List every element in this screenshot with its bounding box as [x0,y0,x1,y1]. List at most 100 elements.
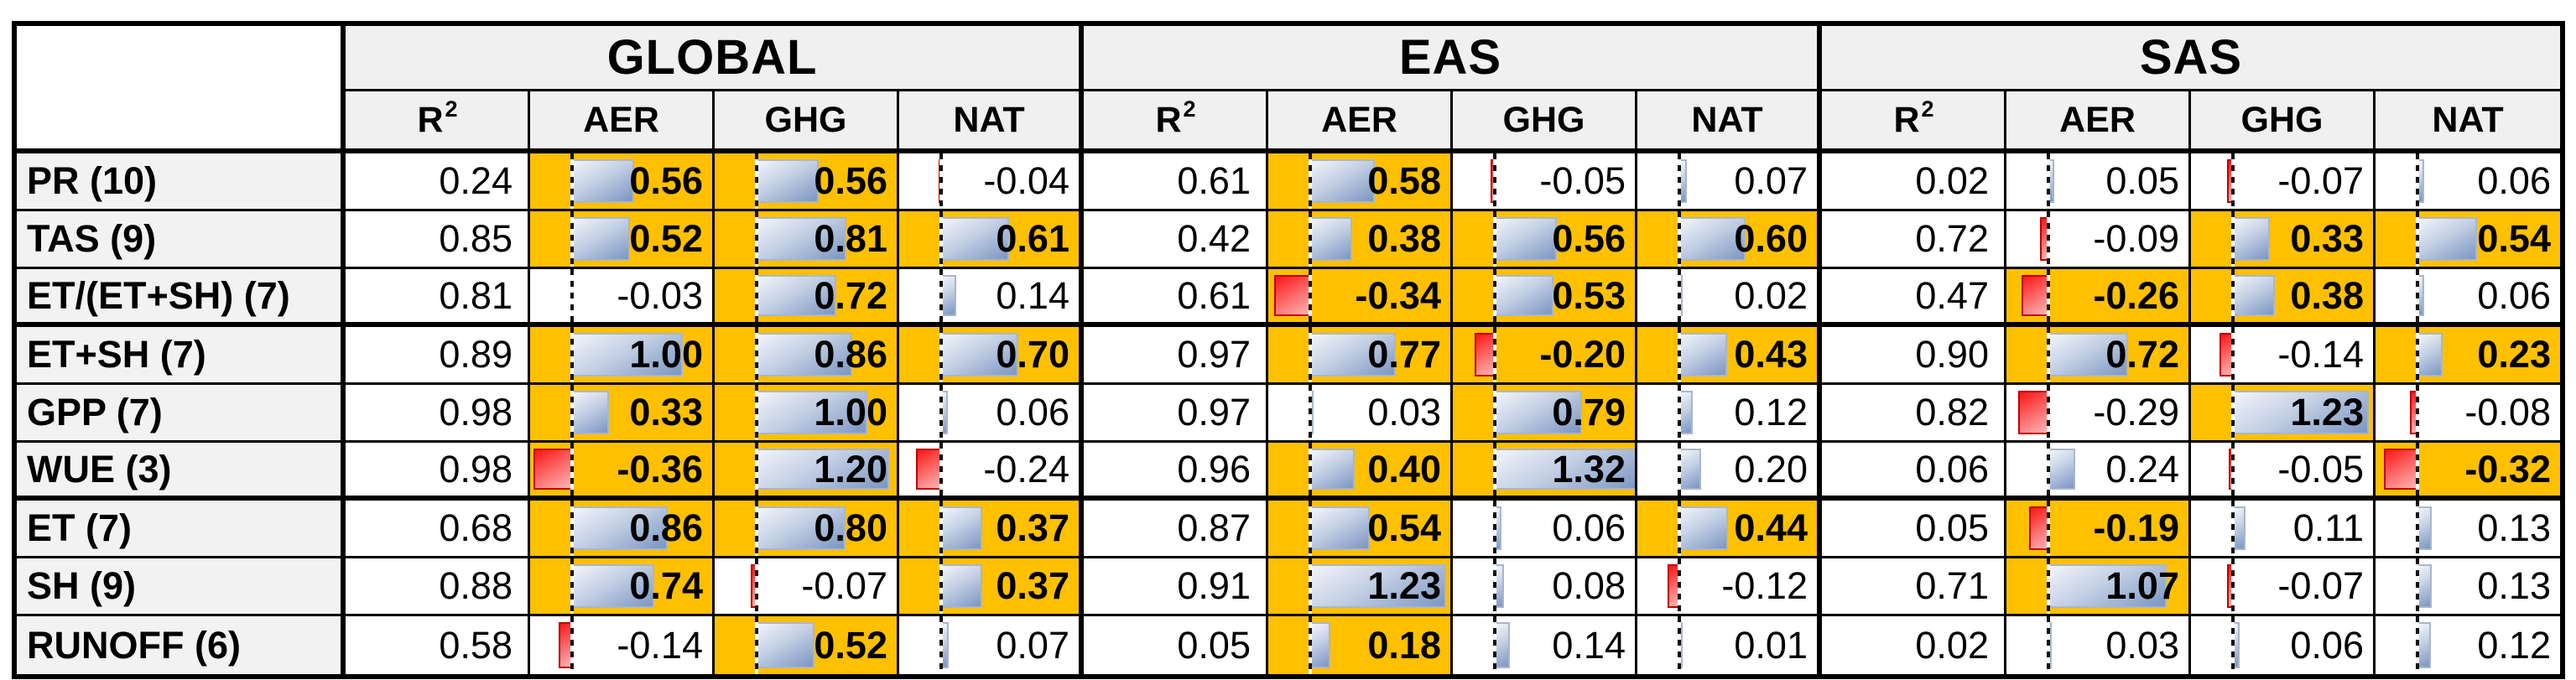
data-bar-positive [2233,391,2369,434]
region-header-sas: SAS [1822,26,2560,91]
cell-value: 0.06 [2477,273,2551,317]
row-label-cell: SH (9) [17,558,346,616]
cell-value: 0.70 [996,333,1069,376]
col-header-label: AER [2059,99,2136,140]
factor-cell: -0.24 [899,443,1084,501]
row-label: WUE (3) [27,447,172,491]
data-bar-positive [572,506,668,550]
zero-axis-line [1309,558,1312,614]
r2-value: 0.72 [1915,217,1989,260]
factor-cell: 0.20 [1637,443,1822,501]
r2-cell: 0.47 [1822,269,2006,327]
zero-axis-line [1678,153,1681,209]
data-bar-positive [757,275,836,316]
r2-cell: 0.87 [1084,501,1268,558]
zero-axis-line [2231,327,2235,382]
data-bar-positive [1679,449,1701,490]
cell-value: -0.19 [2093,506,2179,549]
cell-value: -0.09 [2093,217,2179,260]
zero-axis-line [1493,211,1496,267]
zero-axis-line [755,269,758,322]
factor-cell: -0.12 [1637,558,1822,616]
factor-cell: -0.07 [2191,558,2376,616]
zero-axis-line [2416,616,2419,674]
zero-axis-line [2231,443,2235,496]
zero-axis-line [1309,269,1312,322]
zero-axis-line [2047,153,2050,209]
factor-cell: 0.79 [1453,385,1637,443]
zero-axis-line [570,327,574,382]
data-bar-negative [2022,275,2050,316]
r2-value: 0.61 [1177,273,1251,317]
zero-axis-line [2231,558,2235,614]
cell-value: 0.79 [1552,391,1626,433]
r2-cell: 0.85 [346,211,530,269]
zero-axis-line [2231,385,2235,440]
zero-axis-line [2416,327,2419,382]
zero-axis-line [755,616,758,674]
factor-cell: -0.20 [1453,327,1637,385]
factor-cell: 0.12 [2376,616,2560,674]
cell-value: 0.52 [629,217,703,260]
cell-value: 0.44 [1734,506,1808,549]
r2-cell: 0.82 [1822,385,2006,443]
data-bar-positive [1679,506,1728,550]
factor-cell: 0.37 [899,558,1084,616]
zero-axis-line [1309,501,1312,556]
cell-value: 0.06 [2477,159,2551,202]
cell-value: 0.06 [2290,623,2364,667]
r2-value: 0.87 [1177,506,1251,549]
row-label-cell: ET/(ET+SH) (7) [17,269,346,327]
data-bar-positive [2233,506,2246,550]
zero-axis-line [1493,385,1496,440]
r2-value: 0.24 [439,159,513,202]
factor-cell: 0.06 [899,385,1084,443]
cell-value: 0.37 [996,506,1069,549]
cell-value: -0.29 [2093,391,2179,433]
r2-value: 0.81 [439,273,513,317]
zero-axis-line [2416,501,2419,556]
data-bar-positive [941,564,982,608]
cell-value: 0.18 [1367,623,1441,667]
r2-value: 0.98 [439,391,513,433]
r2-cell: 0.91 [1084,558,1268,616]
cell-value: 0.08 [1552,564,1626,607]
zero-axis-line [1309,327,1312,382]
data-bar-positive [1310,217,1352,261]
row-label-cell: ET (7) [17,501,346,558]
cell-value: 1.07 [2105,564,2179,607]
factor-cell: 0.56 [1453,211,1637,269]
factor-cell: 0.06 [2376,269,2560,327]
zero-axis-line [939,153,943,209]
data-bar-positive [941,506,982,550]
factor-cell: 0.52 [715,616,899,674]
factor-cell: 1.32 [1453,443,1637,501]
factor-cell: 0.44 [1637,501,1822,558]
factor-cell: -0.34 [1268,269,1453,327]
zero-axis-line [755,558,758,614]
cell-value: 0.03 [2105,623,2179,667]
r2-value: 0.02 [1915,159,1989,202]
data-bar-positive [757,506,846,550]
data-bar-positive [572,564,654,608]
row-label: PR (10) [27,159,158,202]
factor-cell: 0.07 [899,616,1084,674]
col-header-label: NAT [2432,99,2504,140]
col-header-label: GHG [2240,99,2324,140]
data-bar-positive [2417,622,2431,668]
zero-axis-line [570,385,574,440]
zero-axis-line [2416,211,2419,267]
r2-value: 0.05 [1915,506,1989,549]
cell-value: -0.14 [2277,333,2364,376]
factor-cell: 0.07 [1637,153,1822,211]
cell-value: 1.23 [1367,564,1441,607]
data-bar-positive [572,391,609,434]
zero-axis-line [1678,558,1681,614]
data-bar-positive [941,333,1018,376]
col-header-label: GHG [764,99,847,140]
r2-cell: 0.96 [1084,443,1268,501]
zero-axis-line [1309,385,1312,440]
row-label-cell: GPP (7) [17,385,346,443]
cell-value: 0.72 [814,273,887,317]
factor-cell: 0.24 [2006,443,2191,501]
